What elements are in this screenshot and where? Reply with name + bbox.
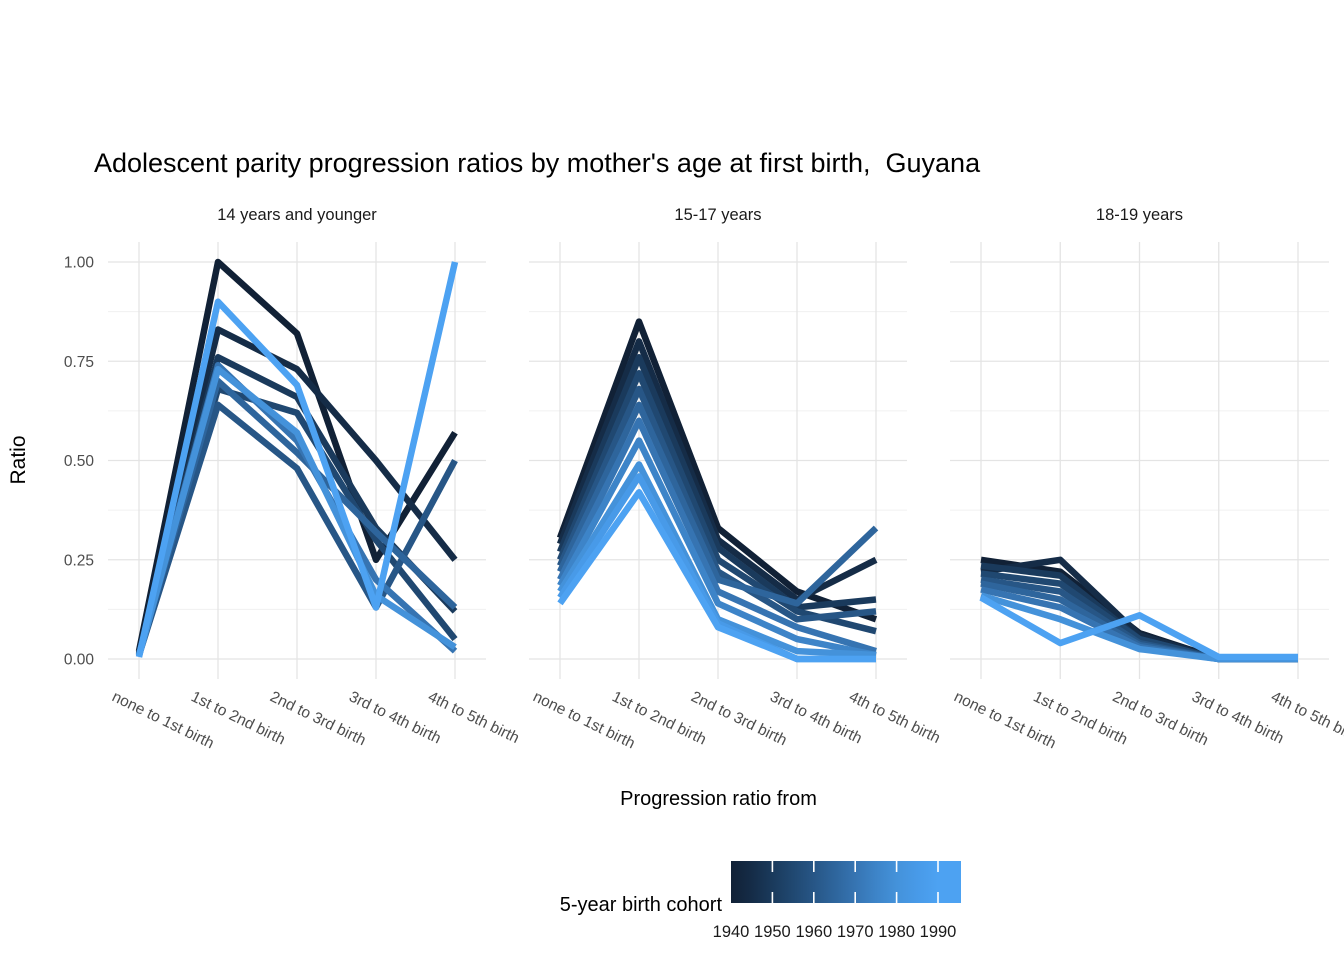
y-tick-label: 0.25 xyxy=(64,552,94,569)
legend-tick-label: 1950 xyxy=(754,923,791,941)
legend-colorbar xyxy=(731,861,961,903)
series-line-cohort-1990 xyxy=(979,594,1298,661)
series-line-cohort-1980 xyxy=(135,365,457,657)
series-line-cohort-1950 xyxy=(556,354,877,611)
legend-tick-label: 1970 xyxy=(837,923,874,941)
series-line-cohort-1990 xyxy=(557,489,876,663)
y-tick-label: 0.75 xyxy=(64,354,94,371)
chart-title: Adolescent parity progression ratios by … xyxy=(94,148,981,178)
series-line-cohort-1990 xyxy=(135,261,459,658)
series-line-cohort-1965 xyxy=(557,401,879,607)
facet-label-14-and-younger: 14 years and younger xyxy=(217,206,377,224)
x-axis-title: Progression ratio from xyxy=(620,788,817,810)
series-line-cohort-1940 xyxy=(135,258,458,652)
y-tick-label: 1.00 xyxy=(64,255,95,272)
legend-tick-label: 1960 xyxy=(795,923,832,941)
facet-label-18-19: 18-19 years xyxy=(1095,206,1184,224)
legend-title: 5-year birth cohort xyxy=(559,894,722,916)
legend-tick-label: 1980 xyxy=(878,923,915,941)
series-line-cohort-1970 xyxy=(557,417,877,655)
series-line-cohort-1975 xyxy=(557,437,877,659)
y-tick-label: 0.00 xyxy=(64,652,95,669)
series-line-cohort-1960 xyxy=(557,385,877,623)
legend-tick-label: 1990 xyxy=(920,923,957,941)
series-line-cohort-1940 xyxy=(556,318,878,623)
y-tick-label: 0.50 xyxy=(64,453,95,470)
facet-label-15-17: 15-17 years xyxy=(674,206,762,224)
legend-tick-label: 1940 xyxy=(713,923,750,941)
y-axis-title: Ratio xyxy=(7,435,30,485)
